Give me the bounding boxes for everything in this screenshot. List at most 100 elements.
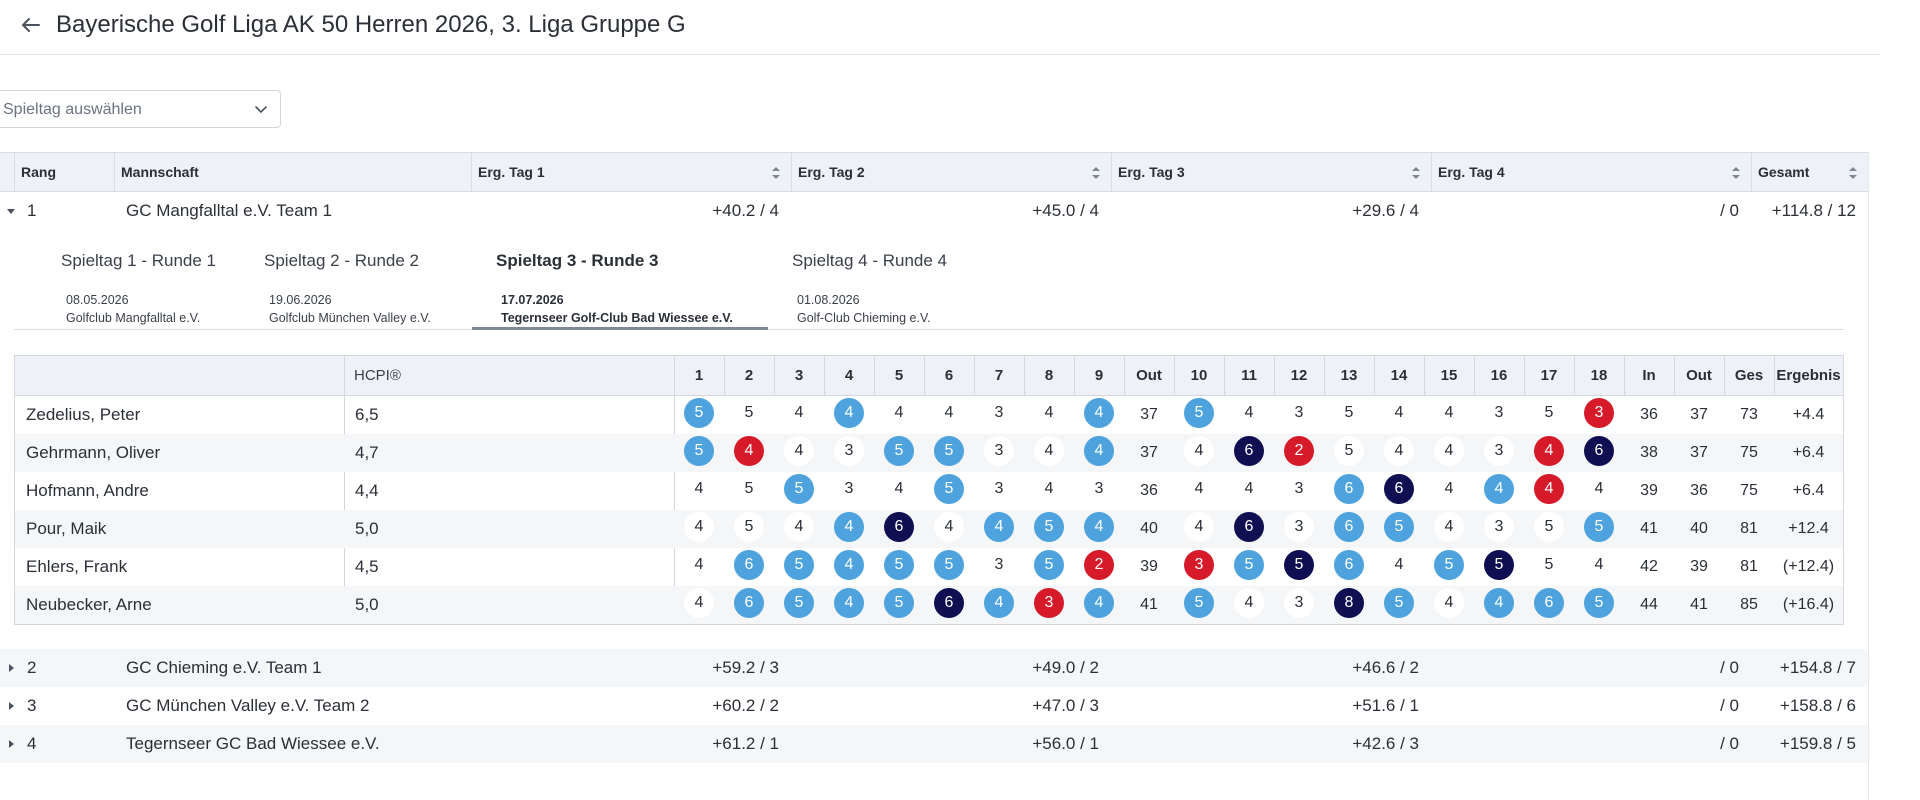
caret-right-icon[interactable] xyxy=(6,663,16,673)
player-in: 44 xyxy=(1640,596,1658,613)
hole-score: 5 xyxy=(1434,550,1464,581)
hole-score: 5 xyxy=(1184,588,1214,619)
hole-score: 6 xyxy=(1584,436,1614,467)
hole-score: 8 xyxy=(1334,588,1364,619)
hole-score-cell: 5 xyxy=(1324,434,1374,472)
standings-header: Rang Mannschaft Erg. Tag 1 Erg. Tag 2 Er… xyxy=(0,152,1868,192)
hole-score-cell: 3 xyxy=(1274,586,1324,624)
column-header-hole: 18 xyxy=(1590,367,1608,384)
team-total: +114.8 / 12 xyxy=(1771,201,1856,220)
sort-icon[interactable] xyxy=(1091,166,1101,180)
column-header-total[interactable]: Gesamt xyxy=(1751,153,1868,191)
hole-score-cell: 5 xyxy=(724,510,774,548)
team-row[interactable]: 3 GC München Valley e.V. Team 2 +60.2 / … xyxy=(0,687,1868,725)
team-name: GC München Valley e.V. Team 2 xyxy=(126,696,370,715)
hole-score: 4 xyxy=(884,398,914,429)
column-separator xyxy=(1374,356,1375,396)
team-day2-result: +49.0 / 2 xyxy=(1032,658,1099,677)
player-row[interactable]: Neubecker, Arne 5,0 4 6 5 4 5 6 4 3 4 41 5 4 3 8 5 4 4 6 5 44… xyxy=(15,586,1843,624)
player-row[interactable]: Ehlers, Frank 4,5 4 6 5 4 5 5 3 5 2 39 3 5 5 6 4 5 5 5 4 42 39… xyxy=(15,548,1843,586)
column-header-day1[interactable]: Erg. Tag 1 xyxy=(471,153,791,191)
hole-score: 4 xyxy=(1184,436,1214,467)
column-header-hole: 11 xyxy=(1241,367,1257,384)
team-detail-panel: Spieltag 1 - Runde 1 08.05.2026 Golfclub… xyxy=(0,231,1868,637)
sort-icon[interactable] xyxy=(1731,166,1741,180)
column-header-hole: 6 xyxy=(944,367,954,384)
hole-score-cell: 4 xyxy=(974,510,1024,548)
player-row[interactable]: Zedelius, Peter 6,5 5 5 4 4 4 4 3 4 4 37 5 4 3 5 4 4 3 5 3 36… xyxy=(15,396,1843,434)
team-row[interactable]: 2 GC Chieming e.V. Team 1 +59.2 / 3 +49.… xyxy=(0,649,1868,687)
hole-score-cell: 8 xyxy=(1324,586,1374,624)
hole-score-cell: 4 xyxy=(1074,396,1124,434)
column-header-day3[interactable]: Erg. Tag 3 xyxy=(1111,153,1431,191)
hole-score-cell: 5 xyxy=(924,472,974,510)
hole-score: 3 xyxy=(1034,588,1064,619)
caret-right-icon[interactable] xyxy=(6,739,16,749)
hole-score-cell: 6 xyxy=(1324,510,1374,548)
hole-score: 5 xyxy=(1384,588,1414,619)
hole-score-cell: 4 xyxy=(1074,510,1124,548)
hole-score-cell: 3 xyxy=(974,548,1024,586)
hole-score: 5 xyxy=(1334,398,1364,429)
hole-score: 4 xyxy=(1384,436,1414,467)
hole-score: 4 xyxy=(984,512,1014,543)
hole-score: 3 xyxy=(1084,474,1114,505)
column-header-day3-label: Erg. Tag 3 xyxy=(1118,164,1185,180)
hole-score-cell: 6 xyxy=(1374,472,1424,510)
team-day2-result: +56.0 / 1 xyxy=(1032,734,1099,753)
column-header-day2[interactable]: Erg. Tag 2 xyxy=(791,153,1111,191)
caret-down-icon[interactable] xyxy=(6,206,16,216)
player-row[interactable]: Gehrmann, Oliver 4,7 5 4 4 3 5 5 3 4 4 37 4 6 2 5 4 4 3 4 6 3… xyxy=(15,434,1843,472)
tab-title: Spieltag 4 - Runde 4 xyxy=(792,251,947,270)
team-day3-result: +42.6 / 3 xyxy=(1352,734,1419,753)
player-in: 39 xyxy=(1640,482,1658,499)
hole-score-cell: 6 xyxy=(1224,434,1274,472)
column-separator xyxy=(874,356,875,396)
scorecard-table: HCPI® 1 2 3 4 5 6 7 8 9 Out 10 11 12 13 14 15 16 17 18 In Ou… xyxy=(14,355,1844,625)
hole-score-cell: 5 xyxy=(1024,548,1074,586)
hole-score-cell: 4 xyxy=(1224,472,1274,510)
player-out: 39 xyxy=(1140,558,1158,575)
hole-score: 3 xyxy=(1584,398,1614,429)
hole-score-cell: 4 xyxy=(674,548,724,586)
hole-score: 4 xyxy=(1584,550,1614,581)
matchday-select[interactable]: Spieltag auswählen xyxy=(0,90,281,128)
column-header-hole: Ges xyxy=(1734,367,1764,384)
hole-score: 6 xyxy=(1534,588,1564,619)
column-separator xyxy=(974,356,975,396)
column-header-hole: 15 xyxy=(1440,367,1458,384)
hole-score-cell: 3 xyxy=(1474,434,1524,472)
column-header-total-label: Gesamt xyxy=(1758,164,1810,180)
hole-score: 4 xyxy=(784,436,814,467)
hole-score-cell: 4 xyxy=(1024,396,1074,434)
hole-score-cell: 4 xyxy=(1574,472,1624,510)
hole-score: 5 xyxy=(1534,512,1564,543)
column-separator xyxy=(1324,356,1325,396)
team-row[interactable]: 4 Tegernseer GC Bad Wiessee e.V. +61.2 /… xyxy=(0,725,1868,763)
hole-score-cell: 5 xyxy=(774,472,824,510)
hole-score: 4 xyxy=(684,474,714,505)
sort-icon[interactable] xyxy=(1411,166,1421,180)
hole-score: 4 xyxy=(684,550,714,581)
back-button[interactable] xyxy=(18,12,44,38)
sort-icon[interactable] xyxy=(771,166,781,180)
team-row[interactable]: 1 GC Mangfalltal e.V. Team 1 +40.2 / 4 +… xyxy=(0,192,1868,230)
hole-score-cell: 3 xyxy=(974,396,1024,434)
hole-score-cell: 5 xyxy=(924,434,974,472)
hole-score: 5 xyxy=(934,436,964,467)
team-rank: 1 xyxy=(27,201,37,220)
hole-score: 3 xyxy=(1484,436,1514,467)
player-row[interactable]: Pour, Maik 5,0 4 5 4 4 6 4 4 5 4 40 4 6 3 6 5 4 3 5 5 41 40 81 +… xyxy=(15,510,1843,548)
column-header-day4[interactable]: Erg. Tag 4 xyxy=(1431,153,1751,191)
hole-score-cell: 3 xyxy=(974,434,1024,472)
player-row[interactable]: Hofmann, Andre 4,4 4 5 5 3 4 5 3 4 3 36 4 4 3 6 6 4 4 4 4 39 3… xyxy=(15,472,1843,510)
hole-score-cell: 5 xyxy=(774,586,824,624)
column-header-hole: 4 xyxy=(844,367,854,384)
team-day1-result: +60.2 / 2 xyxy=(712,696,779,715)
caret-right-icon[interactable] xyxy=(6,701,16,711)
column-header-day1-label: Erg. Tag 1 xyxy=(478,164,545,180)
hole-score-cell: 5 xyxy=(1574,586,1624,624)
column-separator xyxy=(344,356,345,624)
sort-icon[interactable] xyxy=(1848,166,1858,180)
hole-score-cell: 4 xyxy=(1474,586,1524,624)
